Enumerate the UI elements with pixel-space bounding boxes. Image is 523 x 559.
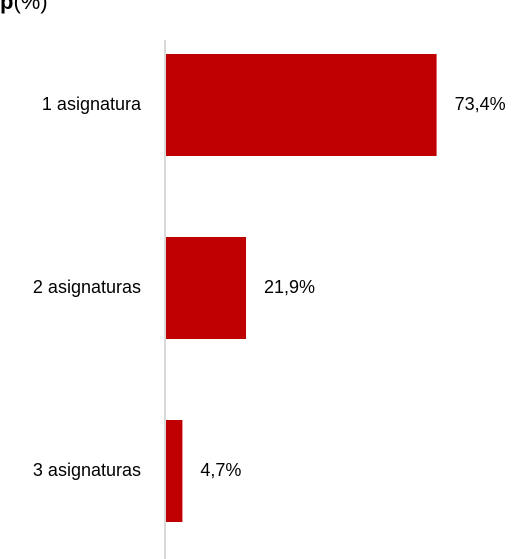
value-label-2: 21,9% (264, 277, 315, 297)
bar-1 (165, 54, 437, 156)
bars-group (165, 54, 437, 522)
chart-title-bold: p (0, 0, 14, 14)
chart-title-unit: (%) (13, 0, 48, 14)
category-label-1: 1 asignatura (42, 94, 142, 114)
category-label-2: 2 asignaturas (33, 277, 141, 297)
chart-title: p(%) (0, 0, 523, 14)
value-label-3: 4,7% (200, 460, 241, 480)
value-labels-group: 73,4% 21,9% 4,7% (200, 94, 505, 480)
bar-2 (165, 237, 247, 339)
bar-3 (165, 420, 183, 522)
value-label-1: 73,4% (455, 94, 506, 114)
category-labels-group: 1 asignatura 2 asignaturas 3 asignaturas (33, 94, 142, 480)
category-label-3: 3 asignaturas (33, 460, 141, 480)
